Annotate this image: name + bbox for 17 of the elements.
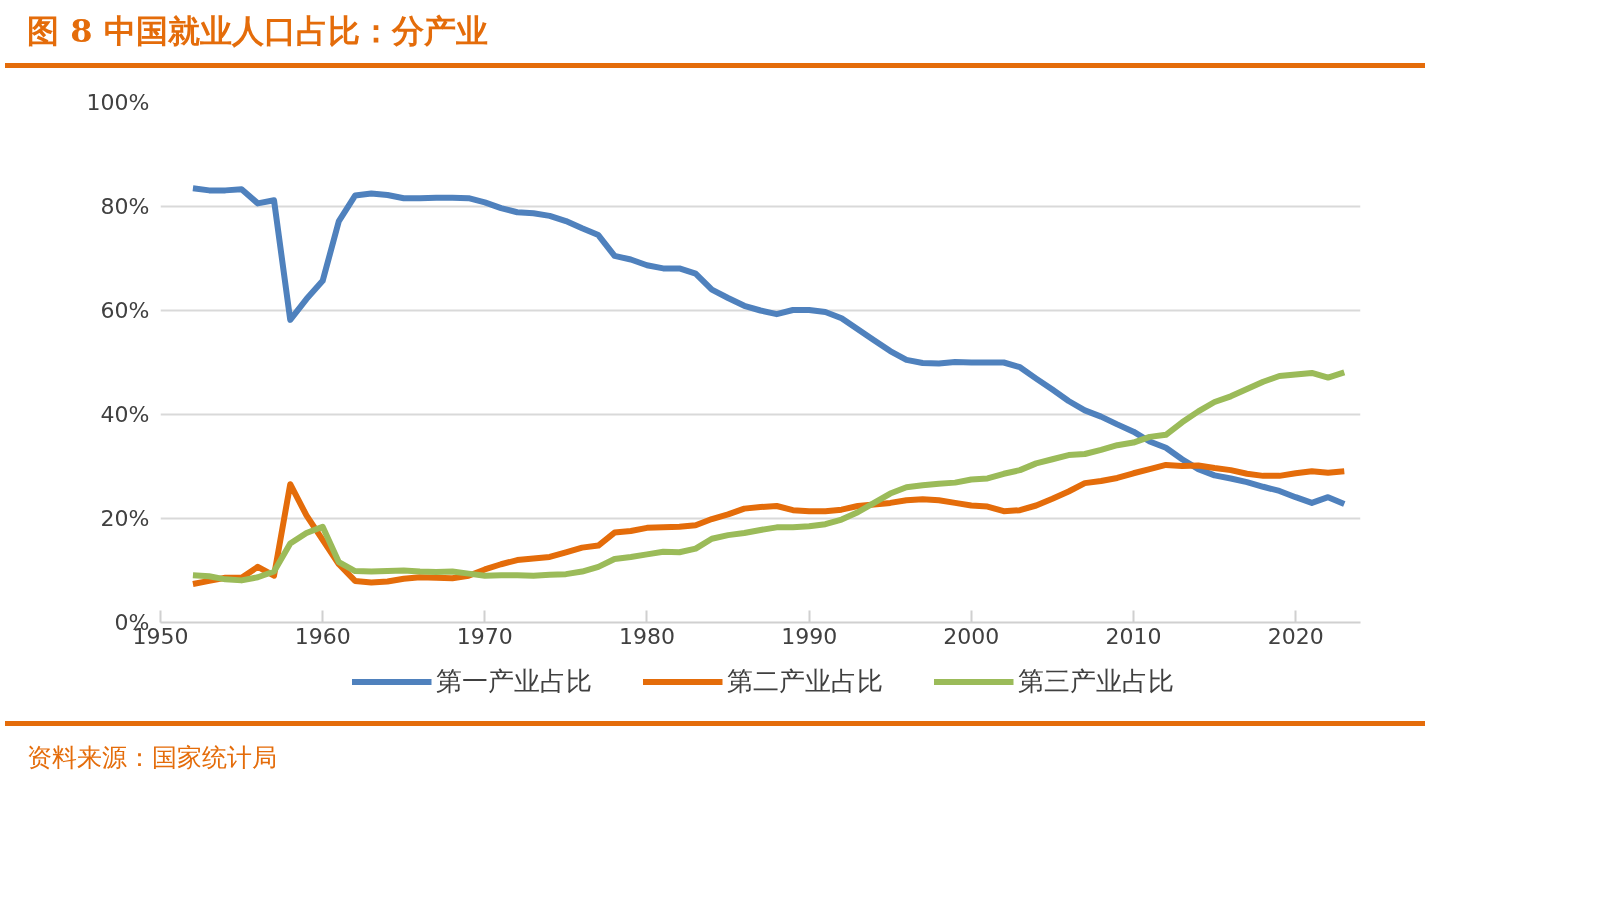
x-tick-label: 1970 xyxy=(456,623,513,649)
x-tick-label: 2020 xyxy=(1267,623,1324,649)
y-tick-label: 100% xyxy=(86,90,150,115)
x-tick-label: 2000 xyxy=(943,623,1000,649)
x-tick-label: 1960 xyxy=(294,623,351,649)
y-tick-label: 20% xyxy=(100,506,150,531)
text: 资料来源：国家统计局 xyxy=(5,721,1425,776)
y-tick-label: 40% xyxy=(100,402,150,427)
x-tick-label: 1980 xyxy=(618,623,675,649)
y-tick-label: 60% xyxy=(100,298,150,323)
x-tick-label: 1990 xyxy=(781,623,838,649)
x-tick-label: 2010 xyxy=(1105,623,1162,649)
legend-label: 第一产业占比 xyxy=(436,664,592,698)
legend-label: 第二产业占比 xyxy=(727,664,883,698)
chart-title: 图 8 中国就业人口占比：分产业 xyxy=(5,5,1425,68)
legend-label: 第三产业占比 xyxy=(1018,664,1174,698)
y-tick-label: 80% xyxy=(100,194,150,219)
